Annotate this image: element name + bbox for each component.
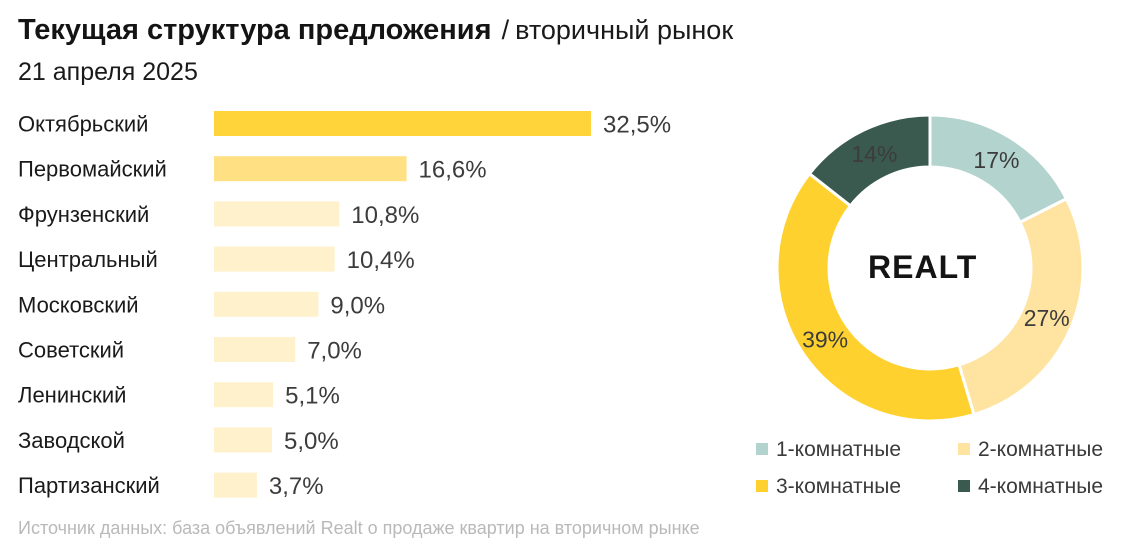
bar-value-label: 9,0%: [330, 292, 385, 319]
bar: [214, 337, 296, 362]
bar: [214, 246, 335, 272]
title-separator: /: [501, 15, 510, 45]
legend-label-3: 3-комнатные: [776, 475, 902, 498]
legend-swatch-2: [958, 443, 970, 455]
legend-label-1: 1-комнатные: [776, 438, 902, 461]
donut-chart-container: 17% 27% 39% 14%: [770, 110, 1090, 430]
donut-slice: [775, 171, 976, 423]
legend-label-4: 4-комнатные: [978, 475, 1104, 498]
bar-value-label: 16,6%: [419, 157, 487, 184]
bar: [214, 382, 274, 408]
legend-item-2: 2-комнатные: [958, 438, 1103, 462]
legend-item-1: 1-комнатные: [756, 438, 901, 462]
legend-swatch-1: [756, 443, 768, 455]
bar-category-label: Октябрьский: [18, 112, 148, 137]
donut-slice: [807, 113, 932, 208]
bar-value-label: 10,4%: [347, 247, 415, 274]
bar: [214, 201, 340, 227]
bar-category-label: Партизанский: [18, 473, 160, 498]
bar-category-label: Первомайский: [18, 157, 167, 182]
bar-value-label: 3,7%: [269, 473, 324, 500]
realt-logo: REALT: [868, 249, 978, 285]
donut-slice-label: 14%: [851, 141, 897, 167]
legend-swatch-3: [756, 480, 768, 492]
bar-category-label: Советский: [18, 338, 124, 363]
donut-slice-label: 39%: [802, 327, 848, 353]
bar-value-label: 10,8%: [351, 202, 419, 229]
bar-value-label: 5,0%: [284, 428, 339, 455]
donut-slice-label: 27%: [1024, 305, 1070, 331]
chart-title-line: Текущая структура предложения / вторичный …: [18, 14, 733, 47]
donut-chart: 17% 27% 39% 14%: [775, 113, 1085, 423]
bar-value-label: 7,0%: [307, 338, 362, 365]
bar: [214, 156, 407, 182]
bar-value-label: 5,1%: [285, 383, 340, 410]
legend-item-4: 4-комнатные: [958, 475, 1103, 499]
bar-chart: Октябрьский 32,5% Первомайский 16,6% Фрунзен…: [18, 111, 671, 500]
bar: [214, 427, 272, 453]
legend-item-3: 3-комнатные: [756, 475, 901, 499]
bar-category-label: Центральный: [18, 247, 158, 272]
bar: [214, 472, 257, 498]
bar-category-label: Московский: [18, 292, 139, 317]
bar: [214, 291, 319, 317]
bar-category-label: Фрунзенский: [18, 202, 149, 227]
chart-date: 21 апреля 2025: [18, 58, 198, 86]
donut-slice-label: 17%: [973, 147, 1019, 173]
bar-category-label: Ленинский: [18, 383, 126, 408]
data-source-note: Источник данных: база объявлений Realt о…: [18, 518, 700, 538]
legend-label-2: 2-комнатные: [978, 438, 1104, 461]
chart-subtitle: вторичный рынок: [515, 15, 734, 45]
legend-swatch-4: [958, 480, 970, 492]
chart-title: Текущая структура предложения: [18, 14, 492, 46]
bar-category-label: Заводской: [18, 428, 125, 453]
bar-value-label: 32,5%: [603, 112, 671, 139]
bar: [214, 111, 591, 136]
